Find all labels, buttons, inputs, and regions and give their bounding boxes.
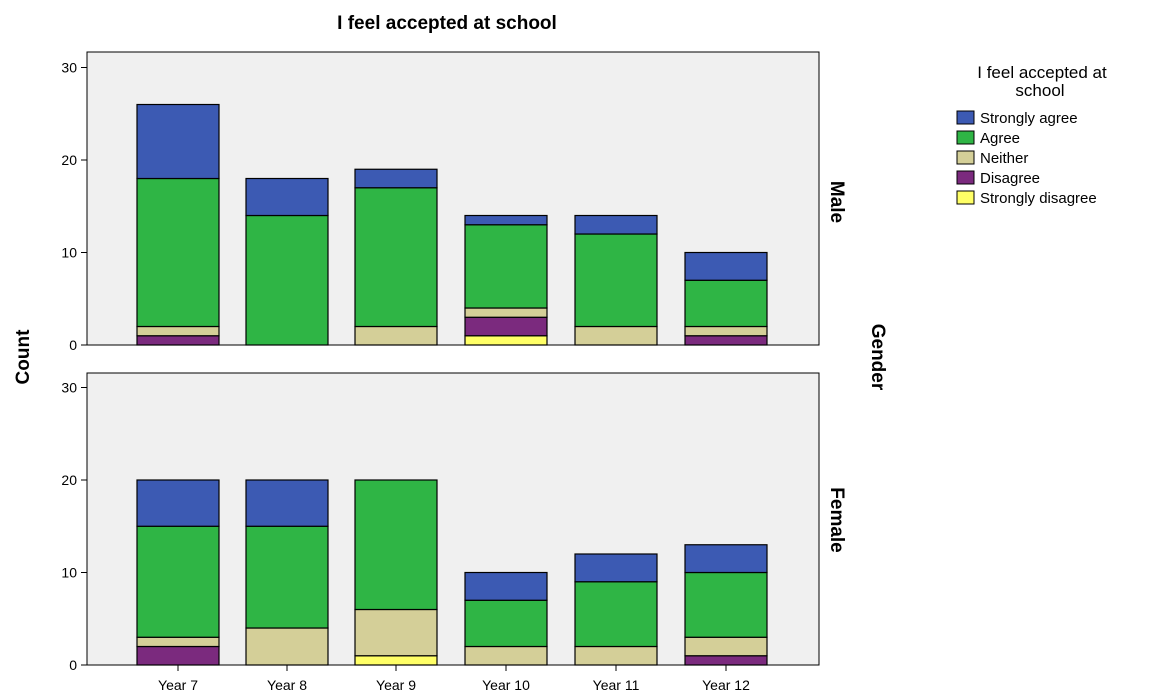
x-tick-label: Year 11 — [593, 677, 640, 693]
y-tick-label: 10 — [61, 245, 77, 261]
bar-segment — [464, 335, 548, 346]
legend-label: Strongly agree — [980, 110, 1078, 127]
y-axis-title: Count — [13, 329, 34, 385]
x-tick-label: Year 10 — [482, 677, 530, 693]
bar-segment — [464, 214, 548, 226]
x-tick-label: Year 9 — [376, 677, 416, 693]
y-tick-label: 30 — [61, 380, 77, 396]
bar-segment — [136, 636, 220, 648]
x-tick-label: Year 12 — [702, 677, 750, 693]
bar-segment — [684, 571, 768, 638]
bar-segment — [684, 335, 768, 346]
panel-female: 0 10 20 30 Female — [61, 372, 847, 673]
legend-item: Disagree — [956, 170, 1040, 187]
x-tick-label: Year 8 — [267, 677, 307, 693]
bar-segment — [354, 479, 438, 611]
bar-segment — [574, 645, 658, 666]
legend-label: Neither — [980, 150, 1028, 167]
bar-segment — [684, 544, 768, 574]
legend-label: Agree — [980, 130, 1020, 147]
x-tick-label: Year 7 — [158, 677, 198, 693]
bar-segment — [245, 627, 329, 666]
legend-swatch — [956, 130, 975, 145]
bar-segment — [574, 325, 658, 346]
bar-segment — [574, 214, 658, 235]
bar-segment — [574, 233, 658, 328]
legend-item: Strongly disagree — [956, 190, 1097, 207]
chart-panels: 0 10 20 30 Male 0 10 20 30 Female Year 7 Year 8 Year… — [61, 51, 847, 693]
legend-label: Strongly disagree — [980, 190, 1097, 207]
bar-segment — [684, 251, 768, 281]
bar-segment — [354, 608, 438, 657]
y-tick-label: 10 — [61, 565, 77, 581]
legend-swatch — [956, 150, 975, 165]
bar-segment — [684, 279, 768, 328]
bar-segment — [684, 636, 768, 657]
bar-segment — [136, 177, 220, 328]
y-tick-label: 0 — [69, 337, 77, 353]
bar-segment — [245, 177, 329, 217]
bar-segment — [464, 316, 548, 337]
bar-segment — [464, 599, 548, 648]
legend-item: Neither — [956, 150, 1028, 167]
bar-segment — [136, 325, 220, 337]
panel-label: Male — [826, 181, 847, 223]
y-tick-label: 30 — [61, 60, 77, 76]
bar-segment — [354, 168, 438, 189]
y-tick-label: 20 — [61, 152, 77, 168]
bar-segment — [354, 187, 438, 328]
legend-label: Disagree — [980, 170, 1040, 187]
panel-male: 0 10 20 30 Male — [61, 51, 847, 353]
legend-title: I feel accepted at — [977, 63, 1107, 82]
legend-swatch — [956, 110, 975, 125]
bar-segment — [464, 645, 548, 666]
bar-segment — [574, 581, 658, 648]
bar-segment — [245, 214, 329, 346]
panel-group-title: Gender — [867, 324, 888, 391]
bar-segment — [464, 571, 548, 601]
bar-segment — [245, 479, 329, 527]
chart-title: I feel accepted at school — [337, 13, 557, 34]
legend-item: Agree — [956, 130, 1020, 147]
bar-segment — [136, 103, 220, 180]
bar-segment — [136, 645, 220, 666]
bar-segment — [684, 655, 768, 666]
legend-swatch — [956, 170, 975, 185]
bar-segment — [136, 525, 220, 638]
bar-segment — [136, 335, 220, 346]
y-tick-label: 0 — [69, 657, 77, 673]
bar-segment — [354, 655, 438, 666]
bar-segment — [684, 325, 768, 337]
legend-item: Strongly agree — [956, 110, 1078, 127]
bar-segment — [354, 325, 438, 346]
y-tick-label: 20 — [61, 472, 77, 488]
bar-segment — [464, 307, 548, 318]
bar-segment — [245, 525, 329, 629]
bar-segment — [136, 479, 220, 527]
panel-label: Female — [826, 487, 847, 552]
legend-title-line2: school — [1015, 81, 1064, 100]
bar-segment — [464, 224, 548, 309]
bar-segment — [574, 553, 658, 583]
legend-swatch — [956, 190, 975, 205]
